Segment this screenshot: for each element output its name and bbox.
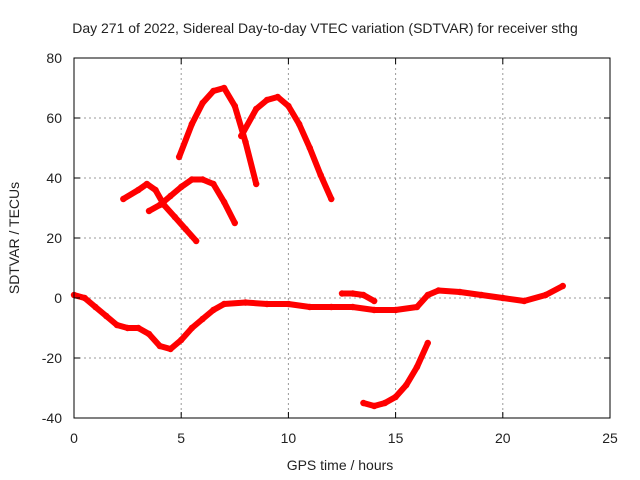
data-point bbox=[210, 306, 217, 314]
data-point bbox=[274, 93, 281, 101]
axis-ticks: 0 5 10 15 20 25 -40 -20 0 20 40 60 80 bbox=[42, 50, 618, 446]
data-point bbox=[113, 321, 121, 329]
data-point bbox=[210, 87, 217, 95]
data-point bbox=[242, 299, 249, 306]
y-tick-label: 0 bbox=[54, 290, 62, 306]
data-point bbox=[360, 399, 367, 407]
data-point bbox=[152, 186, 159, 194]
data-point bbox=[371, 306, 378, 314]
data-point bbox=[135, 186, 142, 194]
data-point bbox=[178, 183, 185, 191]
data-point bbox=[175, 153, 183, 161]
data-point bbox=[188, 324, 196, 332]
data-point bbox=[349, 303, 356, 311]
data-point bbox=[328, 303, 335, 311]
data-point bbox=[392, 306, 399, 314]
data-point bbox=[143, 180, 151, 188]
x-tick-label: 5 bbox=[177, 430, 185, 446]
data-point bbox=[135, 324, 142, 332]
y-tick-label: 40 bbox=[46, 170, 62, 186]
data-point bbox=[199, 315, 206, 323]
data-point bbox=[253, 105, 260, 113]
data-point bbox=[559, 282, 566, 290]
data-point bbox=[156, 342, 163, 350]
data-point bbox=[199, 176, 206, 183]
data-point bbox=[220, 84, 228, 92]
data-point bbox=[499, 294, 506, 302]
data-point bbox=[199, 99, 206, 107]
data-point bbox=[193, 237, 200, 245]
data-point bbox=[285, 300, 292, 308]
data-point bbox=[253, 180, 260, 188]
data-point bbox=[220, 300, 228, 308]
data-point bbox=[263, 300, 271, 308]
series-line bbox=[121, 181, 199, 243]
data-point bbox=[103, 312, 110, 320]
y-axis-label: SDTVAR / TECUs bbox=[6, 182, 22, 294]
data-point bbox=[220, 198, 228, 206]
data-point bbox=[81, 294, 88, 302]
data-point bbox=[242, 138, 249, 146]
data-point bbox=[167, 192, 174, 200]
data-point bbox=[435, 287, 442, 294]
grid-lines bbox=[74, 58, 610, 418]
series-line bbox=[342, 290, 376, 304]
data-point bbox=[542, 291, 549, 299]
data-point bbox=[182, 225, 189, 233]
y-tick-label: -20 bbox=[42, 350, 62, 366]
data-point bbox=[285, 102, 292, 110]
data-point bbox=[424, 291, 431, 299]
y-tick-label: 20 bbox=[46, 230, 62, 246]
data-point bbox=[403, 381, 410, 389]
data-point bbox=[360, 291, 367, 299]
data-point bbox=[231, 102, 238, 110]
data-point bbox=[371, 297, 378, 305]
data-point bbox=[145, 207, 153, 215]
x-tick-label: 0 bbox=[70, 430, 78, 446]
x-tick-label: 10 bbox=[281, 430, 297, 446]
data-point bbox=[456, 288, 464, 296]
y-tick-label: 60 bbox=[46, 110, 62, 126]
data-point bbox=[328, 195, 335, 203]
data-point bbox=[306, 303, 313, 311]
data-point bbox=[124, 324, 131, 332]
series-line bbox=[73, 283, 565, 352]
x-axis-label: GPS time / hours bbox=[287, 457, 394, 473]
data-point bbox=[317, 171, 324, 179]
chart-title: Day 271 of 2022, Sidereal Day-to-day VTE… bbox=[72, 20, 578, 36]
data-point bbox=[371, 402, 378, 410]
data-point bbox=[167, 345, 174, 353]
data-series bbox=[70, 84, 566, 410]
data-point bbox=[478, 291, 485, 299]
y-tick-label: -40 bbox=[42, 410, 62, 426]
y-tick-label: 80 bbox=[46, 50, 62, 66]
data-point bbox=[349, 290, 356, 297]
data-point bbox=[413, 303, 421, 311]
data-point bbox=[188, 176, 196, 183]
data-point bbox=[413, 363, 421, 371]
x-tick-label: 20 bbox=[495, 430, 511, 446]
x-tick-label: 15 bbox=[388, 430, 404, 446]
data-point bbox=[188, 120, 196, 128]
data-point bbox=[295, 120, 303, 128]
data-point bbox=[210, 180, 217, 188]
data-point bbox=[178, 336, 185, 344]
x-tick-label: 25 bbox=[602, 430, 618, 446]
data-point bbox=[424, 339, 431, 347]
data-point bbox=[156, 201, 163, 209]
data-point bbox=[231, 219, 238, 227]
series-line bbox=[176, 85, 260, 185]
data-point bbox=[120, 195, 127, 203]
data-point bbox=[171, 213, 178, 221]
data-point bbox=[145, 330, 153, 338]
data-point bbox=[263, 96, 271, 104]
data-point bbox=[306, 144, 313, 152]
data-point bbox=[381, 399, 389, 407]
data-point bbox=[92, 303, 99, 311]
data-point bbox=[338, 290, 346, 297]
data-point bbox=[392, 393, 399, 401]
data-point bbox=[521, 297, 528, 305]
data-point bbox=[238, 132, 245, 140]
